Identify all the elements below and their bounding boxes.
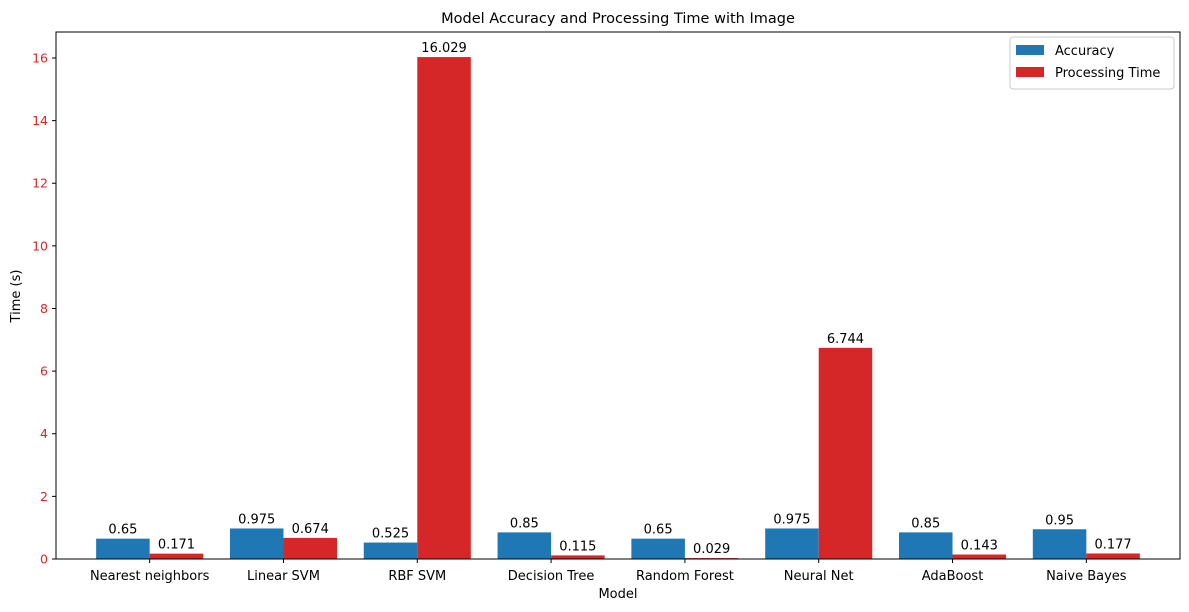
bar-processing-time	[283, 537, 337, 559]
y-tick-label: 0	[40, 552, 48, 567]
y-axis-label: Time (s)	[9, 270, 24, 324]
bar-labels-layer: 0.65 0.975 0.525 0.85 0.65 0.975 0.85 0.95 0.171…	[108, 41, 1131, 557]
bar-processing-time	[952, 554, 1007, 559]
data-label: 0.65	[644, 523, 673, 538]
x-tick-label: Linear SVM	[247, 569, 320, 584]
bar-processing-time	[551, 555, 605, 559]
bar-accuracy	[229, 528, 284, 559]
x-axis: Nearest neighbors Linear SVM RBF SVM Decisi…	[90, 559, 1127, 584]
data-label: 6.744	[827, 332, 864, 347]
bar-accuracy	[363, 542, 418, 559]
bar-accuracy	[1032, 529, 1087, 559]
chart-title: Model Accuracy and Processing Time with …	[441, 11, 795, 27]
bar-processing-time	[1086, 553, 1140, 559]
x-tick-label: Naive Bayes	[1046, 569, 1127, 584]
y-tick-label: 16	[32, 50, 48, 65]
legend: Accuracy Processing Time	[1009, 36, 1175, 90]
data-label: 0.171	[158, 538, 195, 553]
bar-accuracy	[765, 528, 819, 559]
y-tick-label: 14	[32, 113, 48, 128]
legend-swatch-processing-time	[1016, 67, 1044, 77]
data-label: 0.975	[773, 512, 810, 527]
y-tick-label: 8	[40, 301, 48, 316]
data-label: 0.674	[292, 522, 329, 537]
y-axis: 0 2 4 6 8 10 12 14 16	[32, 50, 56, 567]
bars-layer	[96, 57, 1140, 559]
legend-label-accuracy: Accuracy	[1055, 44, 1115, 59]
legend-label-processing-time: Processing Time	[1055, 66, 1160, 81]
bar-processing-time	[149, 553, 204, 559]
data-label: 0.85	[510, 516, 539, 531]
bar-accuracy	[96, 538, 150, 559]
x-axis-label: Model	[598, 587, 637, 602]
x-tick-label: Random Forest	[636, 569, 734, 584]
bar-processing-time	[417, 57, 471, 559]
y-tick-label: 2	[40, 489, 48, 504]
data-label: 0.115	[559, 539, 596, 554]
bar-accuracy	[497, 532, 552, 559]
y-tick-label: 12	[32, 176, 48, 191]
data-label: 0.143	[961, 539, 998, 554]
x-tick-label: AdaBoost	[922, 569, 984, 584]
y-tick-label: 10	[32, 238, 48, 253]
y-tick-label: 6	[40, 364, 48, 379]
data-label: 16.029	[421, 41, 467, 56]
data-label: 0.65	[108, 523, 137, 538]
data-label: 0.975	[238, 512, 275, 527]
y-tick-label: 4	[40, 426, 48, 441]
bar-accuracy	[899, 532, 953, 559]
bar-processing-time	[818, 347, 873, 559]
data-label: 0.177	[1094, 537, 1131, 552]
bar-accuracy	[631, 538, 685, 559]
plot-frame	[55, 31, 1181, 560]
x-tick-label: Neural Net	[784, 569, 854, 584]
data-label: 0.85	[911, 516, 940, 531]
data-label: 0.95	[1045, 513, 1074, 528]
legend-frame	[1009, 36, 1175, 90]
x-tick-label: Decision Tree	[508, 569, 595, 584]
legend-swatch-accuracy	[1016, 45, 1044, 55]
x-tick-label: Nearest neighbors	[90, 569, 210, 584]
data-label: 0.525	[372, 527, 409, 542]
data-label: 0.029	[693, 542, 730, 557]
x-tick-label: RBF SVM	[388, 569, 446, 584]
